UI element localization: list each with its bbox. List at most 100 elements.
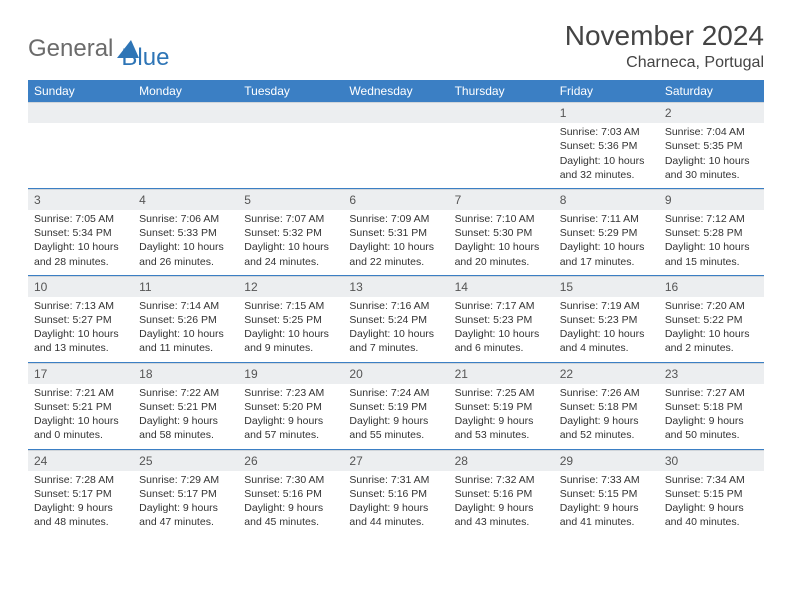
sunset: Sunset: 5:19 PM bbox=[349, 400, 442, 414]
sunrise: Sunrise: 7:25 AM bbox=[455, 386, 548, 400]
day-header-row: SundayMondayTuesdayWednesdayThursdayFrid… bbox=[28, 80, 764, 103]
sunrise: Sunrise: 7:17 AM bbox=[455, 299, 548, 313]
daylight: Daylight: 9 hours and 53 minutes. bbox=[455, 414, 548, 442]
day-content: Sunrise: 7:24 AMSunset: 5:19 PMDaylight:… bbox=[343, 384, 448, 449]
sunrise: Sunrise: 7:13 AM bbox=[34, 299, 127, 313]
day-number: 8 bbox=[554, 189, 659, 210]
daylight: Daylight: 10 hours and 4 minutes. bbox=[560, 327, 653, 355]
daylight: Daylight: 9 hours and 40 minutes. bbox=[665, 501, 758, 529]
daylight: Daylight: 9 hours and 41 minutes. bbox=[560, 501, 653, 529]
day-content: Sunrise: 7:13 AMSunset: 5:27 PMDaylight:… bbox=[28, 297, 133, 362]
day-content: Sunrise: 7:22 AMSunset: 5:21 PMDaylight:… bbox=[133, 384, 238, 449]
sunrise: Sunrise: 7:22 AM bbox=[139, 386, 232, 400]
sunrise: Sunrise: 7:12 AM bbox=[665, 212, 758, 226]
day-number: 4 bbox=[133, 189, 238, 210]
day-content: Sunrise: 7:09 AMSunset: 5:31 PMDaylight:… bbox=[343, 210, 448, 275]
day-content: Sunrise: 7:34 AMSunset: 5:15 PMDaylight:… bbox=[659, 471, 764, 536]
daylight: Daylight: 10 hours and 28 minutes. bbox=[34, 240, 127, 268]
sunrise: Sunrise: 7:21 AM bbox=[34, 386, 127, 400]
sunset: Sunset: 5:28 PM bbox=[665, 226, 758, 240]
day-number: 19 bbox=[238, 363, 343, 384]
day-content: Sunrise: 7:29 AMSunset: 5:17 PMDaylight:… bbox=[133, 471, 238, 536]
day-content: Sunrise: 7:21 AMSunset: 5:21 PMDaylight:… bbox=[28, 384, 133, 449]
sunset: Sunset: 5:18 PM bbox=[665, 400, 758, 414]
sunrise: Sunrise: 7:26 AM bbox=[560, 386, 653, 400]
daylight: Daylight: 9 hours and 52 minutes. bbox=[560, 414, 653, 442]
day-content: Sunrise: 7:15 AMSunset: 5:25 PMDaylight:… bbox=[238, 297, 343, 362]
day-header-monday: Monday bbox=[133, 80, 238, 103]
sunrise: Sunrise: 7:23 AM bbox=[244, 386, 337, 400]
sunset: Sunset: 5:26 PM bbox=[139, 313, 232, 327]
day-number: 3 bbox=[28, 189, 133, 210]
daylight: Daylight: 10 hours and 24 minutes. bbox=[244, 240, 337, 268]
day-content: Sunrise: 7:28 AMSunset: 5:17 PMDaylight:… bbox=[28, 471, 133, 536]
daylight: Daylight: 9 hours and 48 minutes. bbox=[34, 501, 127, 529]
day-content: Sunrise: 7:20 AMSunset: 5:22 PMDaylight:… bbox=[659, 297, 764, 362]
day-content: Sunrise: 7:25 AMSunset: 5:19 PMDaylight:… bbox=[449, 384, 554, 449]
day-number: 20 bbox=[343, 363, 448, 384]
daylight: Daylight: 10 hours and 9 minutes. bbox=[244, 327, 337, 355]
day-content: Sunrise: 7:07 AMSunset: 5:32 PMDaylight:… bbox=[238, 210, 343, 275]
sunrise: Sunrise: 7:31 AM bbox=[349, 473, 442, 487]
day-header-friday: Friday bbox=[554, 80, 659, 103]
sunset: Sunset: 5:16 PM bbox=[349, 487, 442, 501]
day-header-thursday: Thursday bbox=[449, 80, 554, 103]
sunset: Sunset: 5:17 PM bbox=[34, 487, 127, 501]
day-number: 1 bbox=[554, 103, 659, 124]
sunset: Sunset: 5:24 PM bbox=[349, 313, 442, 327]
day-number: 18 bbox=[133, 363, 238, 384]
day-number: 30 bbox=[659, 450, 764, 471]
sunrise: Sunrise: 7:28 AM bbox=[34, 473, 127, 487]
sunset: Sunset: 5:22 PM bbox=[665, 313, 758, 327]
day-content: Sunrise: 7:17 AMSunset: 5:23 PMDaylight:… bbox=[449, 297, 554, 362]
sunset: Sunset: 5:23 PM bbox=[455, 313, 548, 327]
location: Charneca, Portugal bbox=[565, 54, 764, 72]
sunset: Sunset: 5:17 PM bbox=[139, 487, 232, 501]
sunset: Sunset: 5:25 PM bbox=[244, 313, 337, 327]
day-content bbox=[28, 123, 133, 188]
day-number: 12 bbox=[238, 276, 343, 297]
sunset: Sunset: 5:21 PM bbox=[34, 400, 127, 414]
day-header-sunday: Sunday bbox=[28, 80, 133, 103]
daylight: Daylight: 10 hours and 26 minutes. bbox=[139, 240, 232, 268]
sunset: Sunset: 5:23 PM bbox=[560, 313, 653, 327]
sunset: Sunset: 5:30 PM bbox=[455, 226, 548, 240]
day-content: Sunrise: 7:23 AMSunset: 5:20 PMDaylight:… bbox=[238, 384, 343, 449]
daylight: Daylight: 10 hours and 13 minutes. bbox=[34, 327, 127, 355]
day-number bbox=[133, 103, 238, 124]
day-content: Sunrise: 7:11 AMSunset: 5:29 PMDaylight:… bbox=[554, 210, 659, 275]
sunset: Sunset: 5:18 PM bbox=[560, 400, 653, 414]
sunrise: Sunrise: 7:14 AM bbox=[139, 299, 232, 313]
day-number: 22 bbox=[554, 363, 659, 384]
sunrise: Sunrise: 7:33 AM bbox=[560, 473, 653, 487]
sunset: Sunset: 5:29 PM bbox=[560, 226, 653, 240]
day-content bbox=[133, 123, 238, 188]
day-content: Sunrise: 7:26 AMSunset: 5:18 PMDaylight:… bbox=[554, 384, 659, 449]
day-number: 10 bbox=[28, 276, 133, 297]
daylight: Daylight: 10 hours and 15 minutes. bbox=[665, 240, 758, 268]
sunrise: Sunrise: 7:06 AM bbox=[139, 212, 232, 226]
calendar-table: SundayMondayTuesdayWednesdayThursdayFrid… bbox=[28, 80, 764, 535]
sunrise: Sunrise: 7:15 AM bbox=[244, 299, 337, 313]
sunrise: Sunrise: 7:03 AM bbox=[560, 125, 653, 139]
sunrise: Sunrise: 7:05 AM bbox=[34, 212, 127, 226]
sunset: Sunset: 5:33 PM bbox=[139, 226, 232, 240]
sunset: Sunset: 5:15 PM bbox=[560, 487, 653, 501]
day-number bbox=[238, 103, 343, 124]
day-number: 23 bbox=[659, 363, 764, 384]
sunrise: Sunrise: 7:19 AM bbox=[560, 299, 653, 313]
day-number: 24 bbox=[28, 450, 133, 471]
daylight: Daylight: 9 hours and 57 minutes. bbox=[244, 414, 337, 442]
day-header-saturday: Saturday bbox=[659, 80, 764, 103]
day-number: 15 bbox=[554, 276, 659, 297]
sunrise: Sunrise: 7:20 AM bbox=[665, 299, 758, 313]
sunset: Sunset: 5:35 PM bbox=[665, 139, 758, 153]
day-content: Sunrise: 7:30 AMSunset: 5:16 PMDaylight:… bbox=[238, 471, 343, 536]
daylight: Daylight: 9 hours and 50 minutes. bbox=[665, 414, 758, 442]
day-content: Sunrise: 7:27 AMSunset: 5:18 PMDaylight:… bbox=[659, 384, 764, 449]
day-content: Sunrise: 7:12 AMSunset: 5:28 PMDaylight:… bbox=[659, 210, 764, 275]
day-content: Sunrise: 7:32 AMSunset: 5:16 PMDaylight:… bbox=[449, 471, 554, 536]
sunrise: Sunrise: 7:11 AM bbox=[560, 212, 653, 226]
day-content: Sunrise: 7:04 AMSunset: 5:35 PMDaylight:… bbox=[659, 123, 764, 188]
daylight: Daylight: 10 hours and 22 minutes. bbox=[349, 240, 442, 268]
